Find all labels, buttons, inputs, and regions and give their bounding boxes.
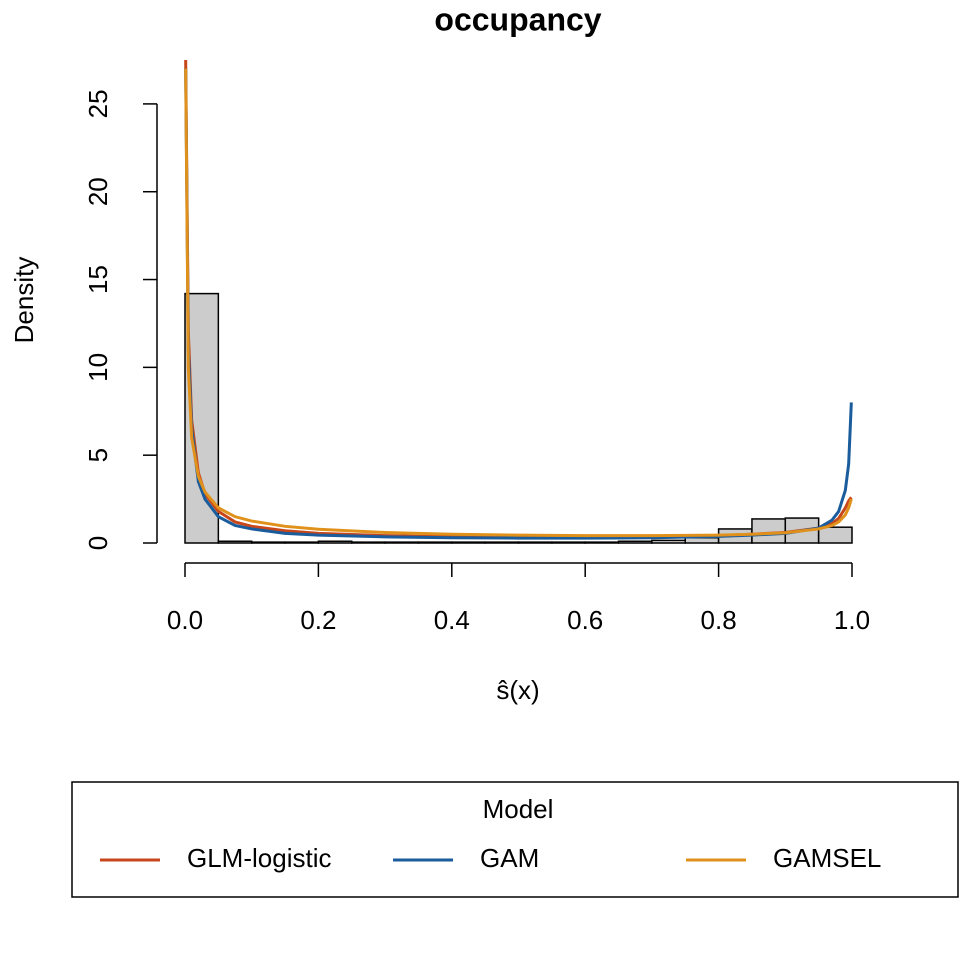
histogram-bar [451, 541, 486, 544]
histogram-bar [751, 518, 787, 544]
histogram-bar [217, 540, 253, 544]
y-tick-label: 20 [83, 177, 113, 206]
chart-title: occupancy [434, 1, 601, 37]
histogram-bar [551, 541, 586, 544]
histogram-bar [317, 540, 353, 544]
histogram-bar [584, 541, 620, 544]
histogram-bar [617, 540, 653, 544]
y-tick-label: 25 [83, 89, 113, 118]
legend-title: Model [483, 794, 554, 824]
histogram-bar [517, 541, 553, 544]
histogram-bar [417, 541, 453, 544]
histogram-bar [817, 526, 853, 544]
x-tick-label: 0.6 [567, 605, 603, 635]
y-tick-label: 15 [83, 265, 113, 294]
histogram-bar [250, 541, 286, 544]
density-line [184, 68, 853, 538]
x-tick-label: 0.4 [434, 605, 470, 635]
histogram-bar [284, 541, 320, 544]
histogram-bar [651, 539, 687, 544]
histogram-bar [684, 536, 720, 544]
x-axis-label: ŝ(x) [496, 675, 539, 705]
x-tick-label: 0.0 [167, 605, 203, 635]
histogram-bar [484, 541, 520, 544]
legend-box [71, 781, 959, 898]
legend-label: GLM-logistic [187, 843, 331, 873]
y-tick-label: 0 [83, 536, 113, 550]
histogram-bar [351, 541, 386, 544]
legend-label: GAM [480, 843, 539, 873]
density-line [184, 59, 853, 539]
y-tick-label: 10 [83, 353, 113, 382]
x-tick-label: 1.0 [834, 605, 870, 635]
y-tick-label: 5 [83, 448, 113, 462]
density-line [184, 68, 853, 540]
histogram-bar [384, 541, 420, 544]
legend-label: GAMSEL [773, 843, 881, 873]
x-tick-label: 0.2 [300, 605, 336, 635]
x-tick-label: 0.8 [701, 605, 737, 635]
y-axis-label: Density [9, 257, 39, 344]
